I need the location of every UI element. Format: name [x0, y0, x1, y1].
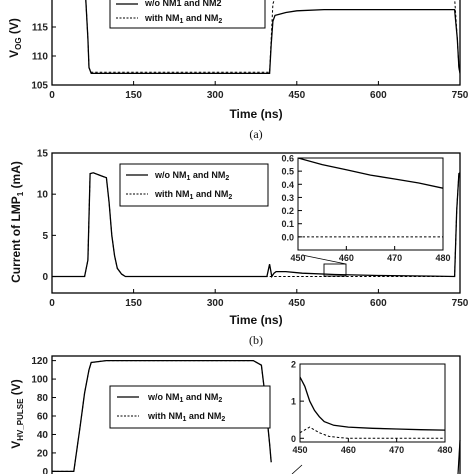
panel-a-legend-box — [109, 0, 266, 29]
panel-b-plot-frame — [51, 152, 461, 294]
panel-b-inset-lines — [298, 158, 443, 238]
panel-a-xtick-label: 0 — [49, 90, 55, 101]
panel-c-ytick-label: 20 — [37, 448, 49, 459]
panel-b-inset-ytick-label: 0.3 — [281, 193, 294, 203]
panel-c-ytick-label: 80 — [37, 393, 49, 404]
panel-b-xtick-label: 0 — [49, 298, 55, 309]
panel-a-xtick-label: 750 — [452, 90, 469, 101]
panel-b-ytick-label: 5 — [42, 231, 48, 242]
panel-b-legend-entry-2: with NM1 and NM2 — [154, 189, 232, 201]
panel-a-xtick-label: 300 — [207, 90, 224, 101]
panel-b-inset-frame — [297, 157, 444, 251]
panel-b-inset-ytick-label: 0.0 — [281, 232, 294, 242]
panel-c-inset-frame — [299, 363, 446, 443]
panel-b-series: 0 150 300 450 600 750 0 5 10 15 — [37, 149, 469, 310]
panel-b-label: (b) — [249, 333, 263, 347]
panel-b-inset-series-1-line — [298, 158, 443, 189]
panel-c-inset-xtick-label: 460 — [341, 445, 356, 455]
panel-c-legend-entry-2: with NM1 and NM2 — [147, 411, 225, 423]
panel-b-inset-ytick-label: 0.4 — [281, 180, 294, 190]
panel-c-inset-ytick-label: 0 — [291, 434, 296, 444]
panel-a-legend: with NM1 and NM2 w/o NM1 and NM2 — [109, 0, 266, 29]
panel-a-series-1-line — [85, 0, 460, 75]
panel-c-ytick-label: 0 — [42, 467, 48, 474]
panel-a-lines — [85, 0, 460, 75]
panel-c-series-2-line — [52, 360, 272, 472]
panel-a-legend-entry-2: with NM1 and NM2 — [144, 13, 222, 25]
panel-c-zoom-leader — [291, 464, 303, 474]
panel-b-legend-entry-1: w/o NM1 and NM2 — [154, 170, 229, 182]
panel-b-xtick-label: 750 — [452, 298, 469, 309]
panel-b-ytick-label: 10 — [37, 190, 49, 201]
panel-b-legend: w/o NM1 and NM2 with NM1 and NM2 — [119, 163, 269, 207]
panel-a-ytick-label: 110 — [32, 52, 49, 63]
panel-b-xtick-label: 300 — [207, 298, 224, 309]
panel-a-legend-entry-1: w/o NM1 and NM2 — [144, 0, 222, 8]
panel-a-series: 0 150 300 450 600 750 105 110 115 — [31, 0, 469, 101]
panel-b-xtick-label: 600 — [370, 298, 387, 309]
panel-b-ytick-label: 0 — [42, 272, 48, 283]
panel-b-xtick-label: 150 — [125, 298, 142, 309]
panel-a-xlabel: Time (ns) — [229, 107, 282, 121]
panel-a-xtick-label: 150 — [125, 90, 142, 101]
panel-b-inset-xtick-label: 460 — [339, 253, 354, 263]
panel-c-inset-xtick-label: 480 — [437, 445, 452, 455]
panel-b-zoom-box — [323, 263, 347, 277]
panel-c-legend-box — [109, 385, 271, 429]
panel-b-inset-ytick-label: 0.2 — [281, 206, 294, 216]
panel-b-lines — [52, 172, 460, 279]
panel-b-series-1-line — [52, 172, 460, 279]
panel-b: 0 150 300 450 600 750 0 5 10 15 Current of LMP1 (… — [9, 149, 469, 348]
panel-c-inset-xtick-label: 470 — [389, 445, 404, 455]
panel-c-legend-entry-1: w/o NM1 and NM2 — [147, 392, 222, 404]
panel-c-edge-rise — [457, 439, 461, 474]
panel-c-inset-ytick-label: 1 — [291, 397, 296, 407]
panel-b-xtick-label: 450 — [288, 298, 305, 309]
panel-b-inset: 450 460 470 480 0.0 0.1 0.2 0.3 0.4 0.5 0.6 — [281, 154, 450, 264]
panel-b-inset-ytick-label: 0.1 — [281, 219, 294, 229]
panel-c-ytick-label: 100 — [31, 375, 48, 386]
panel-b-inset-xtick-label: 470 — [387, 253, 402, 263]
panel-c-inset-lines — [300, 376, 445, 439]
panel-b-series-2-line — [52, 172, 460, 277]
panel-b-inset-xtick-label: 450 — [290, 253, 305, 263]
panel-c-inset-series-1-line — [300, 376, 445, 431]
panel-b-zoom-leader — [301, 254, 347, 265]
panel-b-inset-ytick-label: 0.5 — [281, 167, 294, 177]
panel-b-legend-box — [119, 163, 269, 207]
panel-c-legend: w/o NM1 and NM2 with NM1 and NM2 — [109, 385, 271, 429]
panel-b-xlabel: Time (ns) — [229, 313, 282, 327]
panel-a-ytick-label: 105 — [31, 81, 48, 92]
panel-a-ytick-label: 115 — [32, 23, 49, 34]
panel-b-inset-ytick-label: 0.6 — [281, 154, 294, 164]
panel-c-inset-series-2-line — [300, 426, 445, 439]
panel-a-xtick-label: 600 — [370, 90, 387, 101]
panel-a: 0 150 300 450 600 750 105 110 115 VOG (V) with N… — [7, 0, 469, 141]
panel-a-xtick-label: 450 — [288, 90, 305, 101]
panel-c-ytick-label: 120 — [31, 356, 48, 367]
panel-c-inset: 450 460 470 480 0 1 2 — [291, 360, 453, 456]
panel-a-label: (a) — [249, 127, 262, 141]
panel-c-ylabel: VHV_PULSE (V) — [9, 379, 25, 449]
panel-a-series-2-line — [85, 0, 460, 73]
panel-c-inset-ytick-label: 2 — [291, 360, 296, 370]
panel-c-ytick-label: 60 — [37, 412, 49, 423]
panel-b-ytick-label: 15 — [37, 149, 49, 160]
panel-b-ylabel: Current of LMP1 (mA) — [9, 161, 25, 283]
panel-b-inset-xtick-label: 480 — [435, 253, 450, 263]
panel-a-plot-frame — [51, 0, 461, 86]
panel-a-ylabel: VOG (V) — [7, 18, 23, 58]
panel-c-inset-xtick-label: 450 — [292, 445, 307, 455]
panel-c-ytick-label: 40 — [37, 430, 49, 441]
